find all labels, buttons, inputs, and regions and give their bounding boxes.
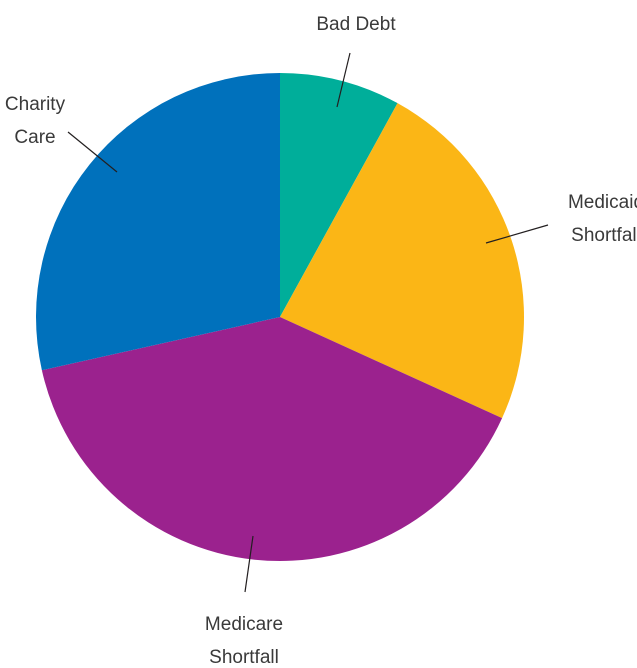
slice-label-line: Medicaid: [568, 192, 637, 213]
pie-slice-medicaid-shortfall: [280, 103, 525, 419]
slice-labels: Bad Debt Medicaid Shortfall Medicare Shortfa…: [5, 14, 637, 668]
leader-line-charity-care: [67, 131, 118, 173]
leader-lines: [67, 52, 549, 593]
leader-line-bad-debt: [336, 52, 351, 108]
pie-slice-charity-care: [36, 72, 280, 371]
slice-label-line: Shortfall: [571, 225, 637, 246]
slice-label-line: Shortfall: [209, 647, 279, 668]
pie-slice-bad-debt: [280, 73, 398, 317]
slice-label-line: Bad Debt: [316, 14, 396, 35]
slice-label-charity-care: Charity Care: [5, 94, 66, 148]
pie-slices: [36, 72, 525, 562]
pie-slice-medicare-shortfall: [41, 317, 503, 562]
slice-label-line: Charity: [5, 94, 66, 115]
leader-line-medicare-shortfall: [244, 535, 254, 593]
slice-label-medicaid-shortfall: Medicaid Shortfall: [568, 192, 637, 246]
slice-label-bad-debt: Bad Debt: [316, 14, 396, 35]
slice-label-line: Medicare: [205, 614, 283, 635]
slice-label-line: Care: [14, 127, 55, 148]
slice-label-medicare-shortfall: Medicare Shortfall: [205, 614, 283, 668]
leader-line-medicaid-shortfall: [485, 224, 549, 244]
